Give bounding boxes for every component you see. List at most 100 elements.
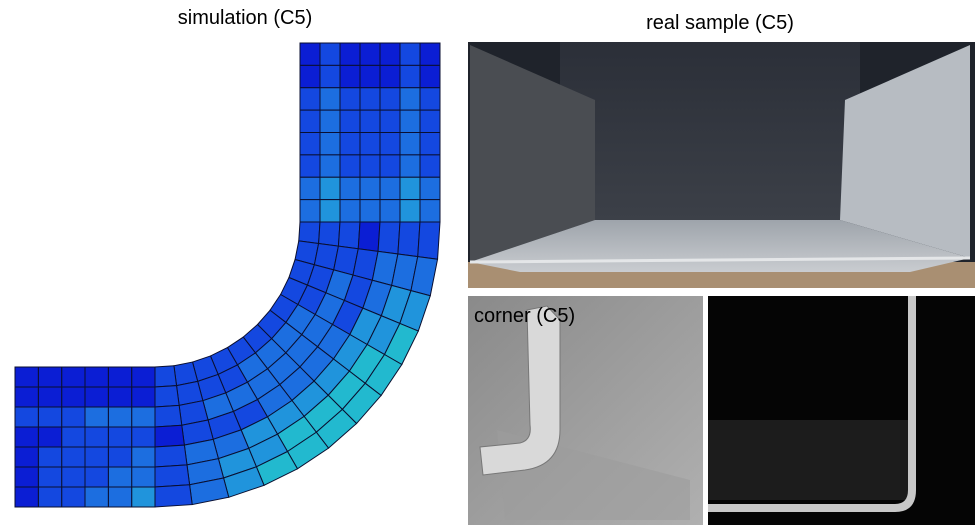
mesh-cell bbox=[360, 88, 380, 110]
mesh-cell bbox=[62, 387, 85, 407]
mesh-cell bbox=[420, 155, 440, 177]
mesh-cell bbox=[418, 222, 440, 259]
mesh-cell bbox=[300, 110, 320, 132]
mesh-cell bbox=[340, 110, 360, 132]
mesh-cell bbox=[400, 200, 420, 222]
corner-sem-image: corner (C5) bbox=[468, 296, 703, 525]
mesh-cell bbox=[340, 200, 360, 222]
mesh-cell bbox=[340, 65, 360, 87]
mesh-cell bbox=[38, 387, 61, 407]
mesh-cell bbox=[400, 133, 420, 155]
mesh-cell bbox=[132, 427, 155, 447]
mesh-cell bbox=[340, 43, 360, 65]
mesh-cell bbox=[380, 177, 400, 199]
mesh-cell bbox=[420, 133, 440, 155]
mesh-cell bbox=[38, 407, 61, 427]
mesh-cell bbox=[38, 367, 61, 387]
mesh-cell bbox=[320, 110, 340, 132]
mesh-cell bbox=[155, 425, 184, 447]
mesh-cell bbox=[320, 133, 340, 155]
mesh-cell bbox=[400, 43, 420, 65]
mesh-cell bbox=[380, 43, 400, 65]
mesh-cell bbox=[420, 200, 440, 222]
mesh-cell bbox=[62, 367, 85, 387]
mesh-cell bbox=[15, 467, 38, 487]
mesh-cell bbox=[340, 177, 360, 199]
mesh-cell bbox=[398, 222, 420, 257]
mesh-cell bbox=[38, 447, 61, 467]
mesh-cell bbox=[358, 222, 380, 251]
mesh-cell bbox=[38, 427, 61, 447]
mesh-cell bbox=[15, 427, 38, 447]
mesh-cell bbox=[62, 447, 85, 467]
mesh-cell bbox=[62, 407, 85, 427]
mesh-cell bbox=[360, 133, 380, 155]
mesh-cell bbox=[108, 367, 131, 387]
mesh-cell bbox=[360, 65, 380, 87]
mesh-cell bbox=[132, 487, 155, 507]
mesh-cell bbox=[400, 177, 420, 199]
mesh-cell bbox=[340, 133, 360, 155]
mesh-cell bbox=[15, 447, 38, 467]
mesh-cell bbox=[360, 110, 380, 132]
mesh-cell bbox=[420, 177, 440, 199]
mesh-cell bbox=[300, 177, 320, 199]
mesh-cell bbox=[340, 155, 360, 177]
mesh-cell bbox=[299, 222, 320, 244]
mesh-cell bbox=[400, 155, 420, 177]
mesh-cell bbox=[400, 88, 420, 110]
mesh-cell bbox=[380, 133, 400, 155]
mesh-cell bbox=[62, 427, 85, 447]
mesh-cell bbox=[155, 445, 187, 467]
mesh-cell bbox=[420, 88, 440, 110]
mesh-cell bbox=[380, 155, 400, 177]
mesh-cell bbox=[85, 407, 108, 427]
mesh-cell bbox=[85, 387, 108, 407]
mesh-cell bbox=[320, 177, 340, 199]
simulation-title: simulation (C5) bbox=[178, 7, 312, 29]
mesh-cell bbox=[155, 405, 182, 427]
mesh-cell bbox=[15, 367, 38, 387]
mesh-cell bbox=[380, 110, 400, 132]
mesh-cell bbox=[15, 407, 38, 427]
mesh-cell bbox=[300, 200, 320, 222]
real-sample-title: real sample (C5) bbox=[646, 12, 794, 34]
mesh-cell bbox=[108, 387, 131, 407]
mesh-cell bbox=[320, 43, 340, 65]
mesh-cell bbox=[132, 407, 155, 427]
mesh-cell bbox=[300, 88, 320, 110]
mesh-cell bbox=[340, 88, 360, 110]
mesh-cell bbox=[320, 65, 340, 87]
mesh-cell bbox=[15, 487, 38, 507]
mesh-cell bbox=[380, 65, 400, 87]
mesh-cell bbox=[132, 447, 155, 467]
mesh-cell bbox=[300, 133, 320, 155]
mesh-cell bbox=[300, 43, 320, 65]
mesh-cell bbox=[380, 200, 400, 222]
mesh-cell bbox=[319, 222, 340, 246]
mesh-cell bbox=[108, 427, 131, 447]
mesh-cell bbox=[155, 485, 192, 507]
mesh-cell bbox=[420, 43, 440, 65]
mesh-cell bbox=[62, 487, 85, 507]
mesh-cell bbox=[360, 155, 380, 177]
mesh-cell bbox=[132, 387, 155, 407]
mesh-cell bbox=[85, 487, 108, 507]
mesh-cell bbox=[360, 200, 380, 222]
mesh-cell bbox=[320, 88, 340, 110]
figure: simulation (C5) real sample (C5) corner … bbox=[0, 0, 975, 525]
mesh-cell bbox=[85, 367, 108, 387]
mesh-cell bbox=[320, 200, 340, 222]
mesh-cell bbox=[155, 386, 179, 407]
mesh-cell bbox=[15, 387, 38, 407]
mesh-cell bbox=[38, 467, 61, 487]
mesh-cell bbox=[155, 366, 177, 387]
mesh-cell bbox=[300, 65, 320, 87]
corner-photo bbox=[708, 296, 975, 525]
mesh-cell bbox=[420, 110, 440, 132]
mesh-cell bbox=[378, 222, 400, 254]
mesh-cell bbox=[420, 65, 440, 87]
real-sample-photo bbox=[468, 42, 975, 288]
corner-label: corner (C5) bbox=[474, 305, 575, 327]
mesh-cell bbox=[108, 447, 131, 467]
